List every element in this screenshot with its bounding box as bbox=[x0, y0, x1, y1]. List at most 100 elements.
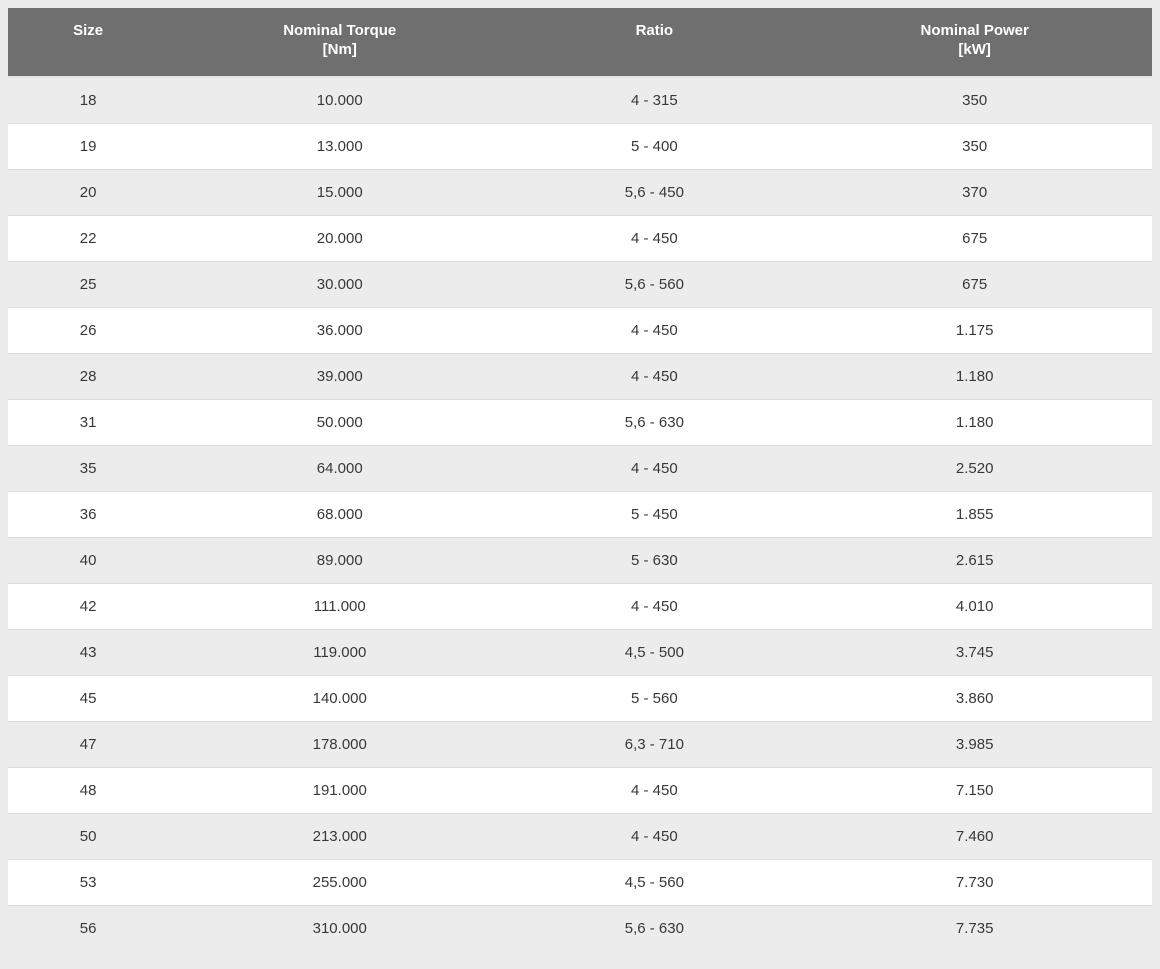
cell-ratio: 5,6 - 560 bbox=[624, 275, 684, 293]
cell-size: 47 bbox=[79, 735, 97, 753]
cell-nominal-power: 350 bbox=[962, 91, 988, 109]
cell-ratio: 6,3 - 710 bbox=[624, 735, 684, 753]
cell-ratio: 4 - 450 bbox=[630, 367, 678, 385]
table-row: 28 39.000 4 - 450 1.180 bbox=[8, 353, 1152, 399]
cell-size: 22 bbox=[79, 229, 97, 247]
cell-nominal-torque: 13.000 bbox=[316, 137, 363, 155]
cell-nominal-power: 2.615 bbox=[955, 551, 994, 569]
cell-nominal-power: 7.730 bbox=[955, 873, 994, 891]
cell-nominal-power: 3.985 bbox=[955, 735, 994, 753]
cell-size: 31 bbox=[79, 413, 97, 431]
table-row: 19 13.000 5 - 400 350 bbox=[8, 123, 1152, 169]
table-row: 47 178.000 6,3 - 710 3.985 bbox=[8, 721, 1152, 767]
cell-ratio: 4 - 450 bbox=[630, 827, 678, 845]
table-row: 45 140.000 5 - 560 3.860 bbox=[8, 675, 1152, 721]
cell-ratio: 4 - 315 bbox=[630, 91, 678, 109]
table-row: 43 119.000 4,5 - 500 3.745 bbox=[8, 629, 1152, 675]
table-row: 22 20.000 4 - 450 675 bbox=[8, 215, 1152, 261]
cell-size: 53 bbox=[79, 873, 97, 891]
table-row: 50 213.000 4 - 450 7.460 bbox=[8, 813, 1152, 859]
cell-nominal-power: 675 bbox=[962, 275, 988, 293]
table-row: 40 89.000 5 - 630 2.615 bbox=[8, 537, 1152, 583]
cell-nominal-power: 350 bbox=[962, 137, 988, 155]
cell-size: 28 bbox=[79, 367, 97, 385]
table-header: Size Nominal Torque [Nm] Ratio Nominal Power… bbox=[8, 8, 1152, 77]
column-header-label: Ratio bbox=[635, 22, 674, 39]
table-row: 31 50.000 5,6 - 630 1.180 bbox=[8, 399, 1152, 445]
cell-nominal-torque: 140.000 bbox=[312, 689, 367, 707]
table-row: 56 310.000 5,6 - 630 7.735 bbox=[8, 905, 1152, 951]
cell-nominal-power: 4.010 bbox=[955, 597, 994, 615]
cell-size: 50 bbox=[79, 827, 97, 845]
cell-nominal-power: 7.460 bbox=[955, 827, 994, 845]
cell-nominal-power: 7.150 bbox=[955, 781, 994, 799]
cell-nominal-torque: 310.000 bbox=[312, 919, 367, 937]
cell-nominal-torque: 68.000 bbox=[316, 505, 363, 523]
table-row: 26 36.000 4 - 450 1.175 bbox=[8, 307, 1152, 353]
cell-size: 45 bbox=[79, 689, 97, 707]
cell-nominal-torque: 36.000 bbox=[316, 321, 363, 339]
cell-nominal-torque: 111.000 bbox=[313, 597, 366, 615]
cell-ratio: 5,6 - 630 bbox=[624, 413, 684, 431]
column-header-nominal-torque: Nominal Torque [Nm] bbox=[168, 8, 512, 77]
cell-ratio: 4,5 - 560 bbox=[624, 873, 684, 891]
table-row: 25 30.000 5,6 - 560 675 bbox=[8, 261, 1152, 307]
cell-size: 48 bbox=[79, 781, 97, 799]
cell-nominal-torque: 10.000 bbox=[316, 91, 363, 109]
cell-nominal-power: 1.180 bbox=[955, 367, 994, 385]
cell-ratio: 5,6 - 450 bbox=[624, 183, 684, 201]
cell-nominal-torque: 30.000 bbox=[316, 275, 363, 293]
table-row: 48 191.000 4 - 450 7.150 bbox=[8, 767, 1152, 813]
cell-ratio: 5,6 - 630 bbox=[624, 919, 684, 937]
cell-size: 19 bbox=[79, 137, 97, 155]
table-row: 35 64.000 4 - 450 2.520 bbox=[8, 445, 1152, 491]
cell-nominal-torque: 39.000 bbox=[316, 367, 363, 385]
cell-nominal-power: 3.860 bbox=[955, 689, 994, 707]
cell-nominal-torque: 191.000 bbox=[312, 781, 367, 799]
cell-nominal-power: 1.180 bbox=[955, 413, 994, 431]
cell-ratio: 4 - 450 bbox=[630, 459, 678, 477]
cell-size: 18 bbox=[79, 91, 97, 109]
column-header-ratio: Ratio bbox=[511, 8, 798, 77]
cell-nominal-torque: 50.000 bbox=[316, 413, 363, 431]
cell-nominal-torque: 213.000 bbox=[312, 827, 367, 845]
cell-size: 20 bbox=[79, 183, 97, 201]
cell-nominal-torque: 119.000 bbox=[313, 643, 367, 661]
column-header-label: Nominal Power bbox=[920, 22, 1029, 39]
cell-size: 25 bbox=[79, 275, 97, 293]
cell-nominal-torque: 255.000 bbox=[312, 873, 367, 891]
cell-ratio: 4 - 450 bbox=[630, 229, 678, 247]
cell-ratio: 5 - 630 bbox=[630, 551, 678, 569]
cell-nominal-torque: 64.000 bbox=[316, 459, 363, 477]
table-row: 36 68.000 5 - 450 1.855 bbox=[8, 491, 1152, 537]
cell-size: 40 bbox=[79, 551, 97, 569]
cell-size: 35 bbox=[79, 459, 97, 477]
table-header-row: Size Nominal Torque [Nm] Ratio Nominal Power… bbox=[8, 8, 1152, 77]
cell-nominal-power: 1.855 bbox=[955, 505, 994, 523]
cell-nominal-power: 1.175 bbox=[955, 321, 994, 339]
cell-ratio: 5 - 400 bbox=[630, 137, 678, 155]
cell-nominal-power: 2.520 bbox=[955, 459, 994, 477]
column-header-label: Nominal Torque bbox=[283, 22, 397, 39]
cell-size: 43 bbox=[79, 643, 97, 661]
cell-nominal-torque: 89.000 bbox=[316, 551, 363, 569]
cell-nominal-torque: 20.000 bbox=[316, 229, 363, 247]
cell-size: 26 bbox=[79, 321, 97, 339]
cell-ratio: 4,5 - 500 bbox=[624, 643, 684, 661]
table-row: 20 15.000 5,6 - 450 370 bbox=[8, 169, 1152, 215]
column-header-unit: [Nm] bbox=[322, 41, 357, 58]
cell-ratio: 5 - 450 bbox=[630, 505, 678, 523]
table-row: 18 10.000 4 - 315 350 bbox=[8, 77, 1152, 123]
cell-size: 36 bbox=[79, 505, 97, 523]
cell-nominal-torque: 178.000 bbox=[312, 735, 367, 753]
column-header-label: Size bbox=[73, 22, 104, 39]
cell-ratio: 5 - 560 bbox=[630, 689, 678, 707]
cell-nominal-torque: 15.000 bbox=[316, 183, 363, 201]
cell-nominal-power: 7.735 bbox=[955, 919, 994, 937]
column-header-unit: [kW] bbox=[958, 41, 991, 58]
column-header-nominal-power: Nominal Power [kW] bbox=[797, 8, 1152, 77]
table-row: 53 255.000 4,5 - 560 7.730 bbox=[8, 859, 1152, 905]
cell-ratio: 4 - 450 bbox=[630, 781, 678, 799]
cell-nominal-power: 3.745 bbox=[955, 643, 994, 661]
